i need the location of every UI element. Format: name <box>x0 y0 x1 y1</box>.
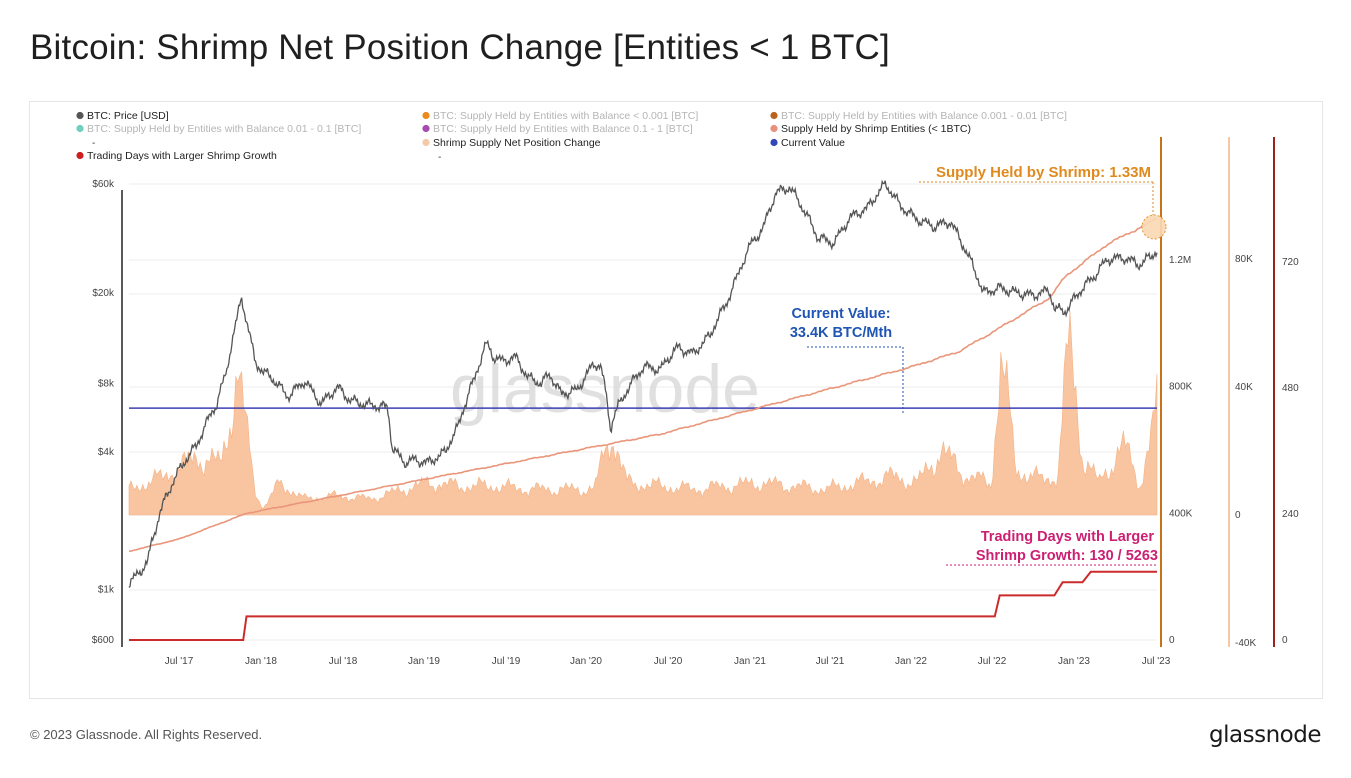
legend-swatch <box>422 111 430 120</box>
legend-label: BTC: Supply Held by Entities with Balanc… <box>781 110 1067 122</box>
x-tick-label: Jan '20 <box>570 656 602 667</box>
x-tick-label: Jul '17 <box>165 656 194 667</box>
legend-swatch <box>770 138 778 147</box>
net-position-change-area <box>128 311 1158 516</box>
chart-panel: glassnode Jul '17 Jan '18 Jul '18 Jan '19 Ju… <box>29 101 1323 699</box>
tradingdays-tick-label: 720 <box>1282 257 1299 268</box>
x-tick-label: Jul '21 <box>816 656 845 667</box>
price-tick-label: $20k <box>92 288 115 299</box>
legend-item: Shrimp Supply Net Position Change - <box>422 137 601 163</box>
trading-days-annotation-line2: Shrimp Growth: 130 / 5263 <box>976 548 1158 564</box>
legend-swatch <box>770 124 778 133</box>
supply-tick-label: 1.2M <box>1169 255 1191 266</box>
current-value-annotation-leader <box>807 346 904 413</box>
current-value-annotation-line1: Current Value: <box>791 306 890 322</box>
shrimp-supply-line <box>128 218 1158 552</box>
annotations: Supply Held by Shrimp: 1.33M Current Valu… <box>790 164 1167 566</box>
supply-annotation-marker <box>1141 214 1167 240</box>
netchange-tick-label: 0 <box>1235 510 1241 521</box>
legend-item: BTC: Supply Held by Entities with Balanc… <box>76 123 361 149</box>
netchange-tick-label: 40K <box>1235 382 1253 393</box>
legend-label: Shrimp Supply Net Position Change <box>433 137 601 149</box>
legend-label: Current Value <box>781 137 845 149</box>
axes: Jul '17 Jan '18 Jul '18 Jan '19 Jul '19 Jan '… <box>92 137 1299 667</box>
x-tick-label: Jan '22 <box>895 656 927 667</box>
x-tick-label: Jan '23 <box>1058 656 1090 667</box>
supply-tick-label: 800K <box>1169 382 1193 393</box>
net-position-change-area-path <box>128 311 1158 516</box>
x-tick-label: Jul '20 <box>654 656 683 667</box>
legend-dash: - <box>92 138 95 149</box>
trading-days-annotation-line1: Trading Days with Larger <box>981 529 1155 545</box>
legend-label: Trading Days with Larger Shrimp Growth <box>87 150 277 162</box>
legend-label: Supply Held by Shrimp Entities (< 1BTC) <box>781 123 971 135</box>
legend-swatch <box>76 124 84 133</box>
legend-label: BTC: Supply Held by Entities with Balanc… <box>433 123 693 135</box>
current-value-annotation-line2: 33.4K BTC/Mth <box>790 325 892 341</box>
legend-item: BTC: Supply Held by Entities with Balanc… <box>422 123 693 135</box>
legend-item: Current Value <box>770 137 845 149</box>
x-tick-label: Jan '18 <box>245 656 277 667</box>
btc-price-line <box>128 179 1158 588</box>
series-lines <box>128 179 1158 641</box>
price-tick-label: $4k <box>98 447 115 458</box>
footer-copyright: © 2023 Glassnode. All Rights Reserved. <box>30 727 263 742</box>
price-tick-label: $8k <box>98 379 115 390</box>
legend-label: BTC: Supply Held by Entities with Balanc… <box>433 110 698 122</box>
x-tick-label: Jan '21 <box>734 656 766 667</box>
page-title: Bitcoin: Shrimp Net Position Change [Ent… <box>30 28 890 67</box>
legend-label: BTC: Price [USD] <box>87 110 169 122</box>
chart-svg: glassnode Jul '17 Jan '18 Jul '18 Jan '19 Ju… <box>76 110 1299 667</box>
legend-item: BTC: Price [USD] <box>76 110 169 122</box>
supply-annotation-text: Supply Held by Shrimp: 1.33M <box>936 164 1151 181</box>
tradingdays-tick-label: 0 <box>1282 635 1288 646</box>
legend-swatch <box>76 111 84 120</box>
legend-swatch <box>770 111 778 120</box>
legend: BTC: Price [USD] BTC: Supply Held by Enti… <box>76 110 1067 163</box>
x-tick-label: Jul '19 <box>492 656 521 667</box>
legend-item: BTC: Supply Held by Entities with Balanc… <box>422 110 698 122</box>
legend-dash: - <box>438 152 441 163</box>
supply-tick-label: 0 <box>1169 635 1175 646</box>
netchange-tick-label: -40K <box>1235 638 1256 649</box>
netchange-tick-label: 80K <box>1235 254 1253 265</box>
legend-item: Supply Held by Shrimp Entities (< 1BTC) <box>770 123 971 135</box>
legend-label: BTC: Supply Held by Entities with Balanc… <box>87 123 361 135</box>
tradingdays-tick-label: 480 <box>1282 383 1299 394</box>
footer-logo: glassnode <box>1209 722 1321 748</box>
legend-swatch <box>422 124 430 133</box>
legend-item: Trading Days with Larger Shrimp Growth <box>76 150 277 162</box>
legend-swatch <box>422 138 430 147</box>
x-tick-label: Jul '18 <box>329 656 358 667</box>
price-tick-label: $60k <box>92 179 115 190</box>
trading-days-line <box>129 570 1157 641</box>
x-tick-label: Jul '22 <box>978 656 1007 667</box>
x-tick-label: Jul '23 <box>1142 656 1171 667</box>
x-tick-label: Jan '19 <box>408 656 440 667</box>
price-tick-label: $1k <box>98 584 115 595</box>
tradingdays-tick-label: 240 <box>1282 509 1299 520</box>
price-tick-label: $600 <box>92 635 115 646</box>
legend-item: BTC: Supply Held by Entities with Balanc… <box>770 110 1067 122</box>
legend-swatch <box>76 151 84 160</box>
supply-tick-label: 400K <box>1169 508 1193 519</box>
